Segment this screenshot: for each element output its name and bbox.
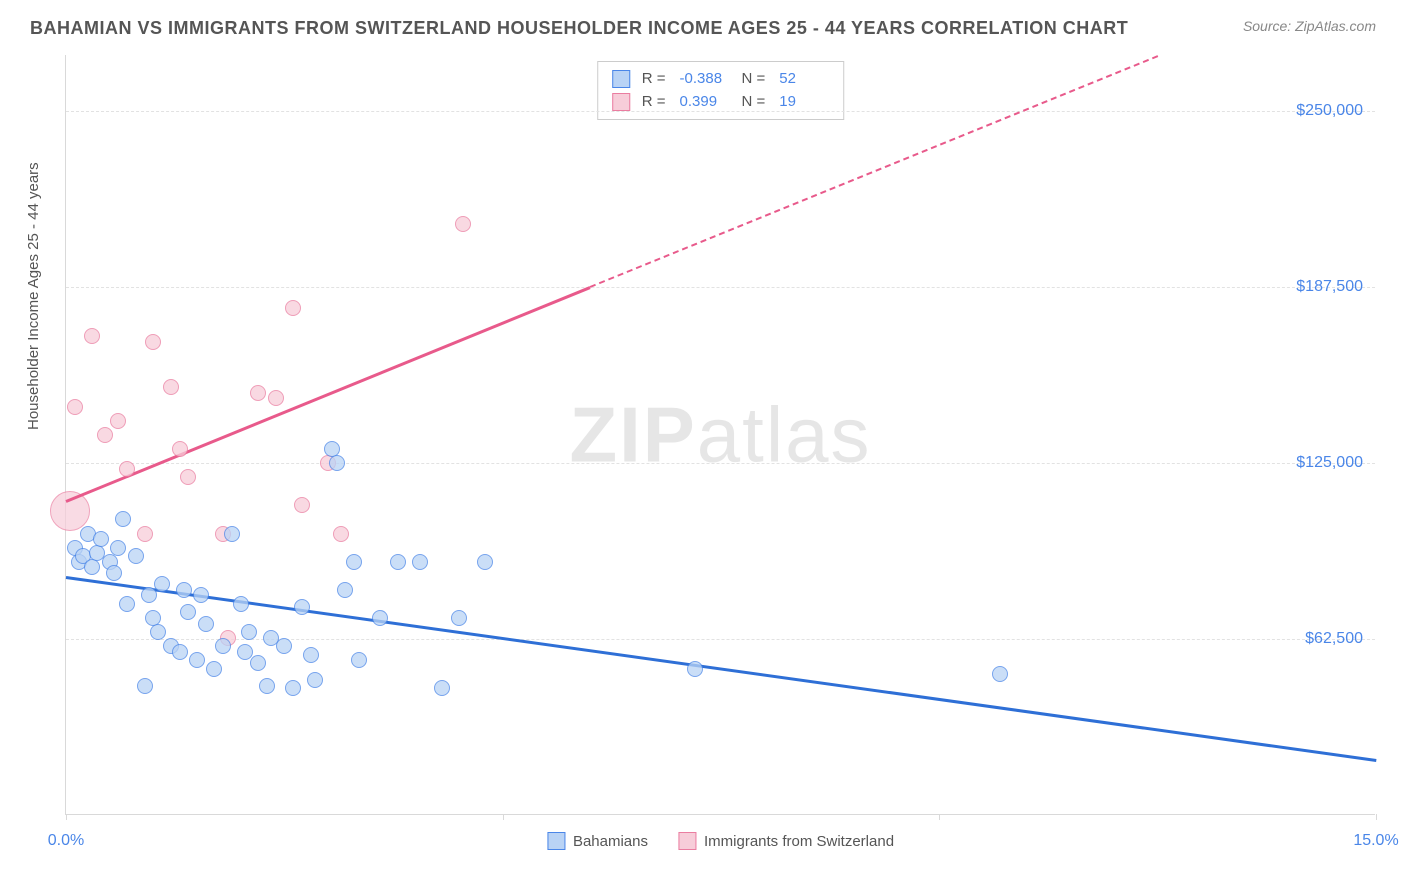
scatter-point-blue	[451, 610, 467, 626]
scatter-point-pink	[67, 399, 83, 415]
scatter-point-pink	[455, 216, 471, 232]
scatter-point-pink	[285, 300, 301, 316]
legend-series: Bahamians Immigrants from Switzerland	[547, 832, 894, 850]
x-tick-label: 15.0%	[1353, 832, 1398, 850]
scatter-point-blue	[110, 540, 126, 556]
scatter-point-blue	[276, 638, 292, 654]
legend-label-blue: Bahamians	[573, 833, 648, 850]
x-tick-label: 0.0%	[48, 832, 84, 850]
page-title: BAHAMIAN VS IMMIGRANTS FROM SWITZERLAND …	[30, 18, 1128, 39]
x-tick-mark	[66, 814, 67, 820]
scatter-point-pink	[84, 328, 100, 344]
scatter-point-blue	[189, 652, 205, 668]
n-label: N =	[742, 68, 766, 91]
scatter-point-blue	[390, 554, 406, 570]
scatter-point-blue	[172, 644, 188, 660]
scatter-point-pink	[172, 441, 188, 457]
legend-label-pink: Immigrants from Switzerland	[704, 833, 894, 850]
scatter-point-blue	[250, 655, 266, 671]
scatter-point-blue	[141, 587, 157, 603]
gridline	[66, 287, 1375, 288]
scatter-point-blue	[259, 678, 275, 694]
scatter-point-blue	[106, 565, 122, 581]
scatter-point-blue	[119, 596, 135, 612]
scatter-point-blue	[329, 455, 345, 471]
scatter-point-pink	[97, 427, 113, 443]
r-value-pink: 0.399	[680, 91, 730, 114]
watermark-bold: ZIP	[569, 390, 696, 478]
swatch-pink	[612, 93, 630, 111]
watermark: ZIPatlas	[569, 389, 871, 480]
scatter-point-blue	[215, 638, 231, 654]
swatch-pink	[678, 832, 696, 850]
scatter-point-blue	[128, 548, 144, 564]
n-value-blue: 52	[779, 68, 829, 91]
scatter-point-blue	[337, 582, 353, 598]
n-label: N =	[742, 91, 766, 114]
x-tick-mark	[503, 814, 504, 820]
swatch-blue	[547, 832, 565, 850]
scatter-point-blue	[237, 644, 253, 660]
scatter-point-blue	[346, 554, 362, 570]
r-label: R =	[642, 68, 666, 91]
scatter-point-pink	[163, 379, 179, 395]
watermark-light: atlas	[697, 390, 872, 478]
n-value-pink: 19	[779, 91, 829, 114]
scatter-point-blue	[992, 666, 1008, 682]
scatter-point-pink	[110, 413, 126, 429]
scatter-point-blue	[233, 596, 249, 612]
scatter-point-pink	[119, 461, 135, 477]
scatter-point-blue	[294, 599, 310, 615]
scatter-point-pink	[268, 390, 284, 406]
scatter-point-blue	[307, 672, 323, 688]
gridline	[66, 639, 1375, 640]
y-tick-label: $62,500	[1305, 630, 1363, 648]
scatter-chart: ZIPatlas R = -0.388 N = 52 R = 0.399 N =…	[65, 55, 1375, 815]
scatter-point-blue	[206, 661, 222, 677]
scatter-point-blue	[193, 587, 209, 603]
scatter-point-blue	[687, 661, 703, 677]
scatter-point-blue	[176, 582, 192, 598]
legend-row-blue: R = -0.388 N = 52	[612, 68, 830, 91]
scatter-point-pink	[180, 469, 196, 485]
scatter-point-blue	[84, 559, 100, 575]
swatch-blue	[612, 70, 630, 88]
y-tick-label: $125,000	[1296, 454, 1363, 472]
gridline	[66, 111, 1375, 112]
scatter-point-blue	[434, 680, 450, 696]
scatter-point-blue	[224, 526, 240, 542]
scatter-point-blue	[154, 576, 170, 592]
scatter-point-pink	[145, 334, 161, 350]
legend-item-pink: Immigrants from Switzerland	[678, 832, 894, 850]
scatter-point-blue	[412, 554, 428, 570]
scatter-point-blue	[115, 511, 131, 527]
scatter-point-blue	[93, 531, 109, 547]
scatter-point-pink	[294, 497, 310, 513]
x-tick-mark	[1376, 814, 1377, 820]
y-tick-label: $250,000	[1296, 102, 1363, 120]
y-axis-label: Householder Income Ages 25 - 44 years	[25, 162, 42, 430]
gridline	[66, 463, 1375, 464]
scatter-point-blue	[241, 624, 257, 640]
y-tick-label: $187,500	[1296, 278, 1363, 296]
scatter-point-blue	[180, 604, 196, 620]
scatter-point-blue	[198, 616, 214, 632]
scatter-point-blue	[351, 652, 367, 668]
scatter-point-pink	[137, 526, 153, 542]
scatter-point-blue	[477, 554, 493, 570]
scatter-point-blue	[285, 680, 301, 696]
r-value-blue: -0.388	[680, 68, 730, 91]
scatter-point-blue	[150, 624, 166, 640]
source-attribution: Source: ZipAtlas.com	[1243, 18, 1376, 34]
scatter-point-blue	[137, 678, 153, 694]
x-tick-mark	[939, 814, 940, 820]
scatter-point-blue	[303, 647, 319, 663]
r-label: R =	[642, 91, 666, 114]
legend-row-pink: R = 0.399 N = 19	[612, 91, 830, 114]
scatter-point-pink	[250, 385, 266, 401]
legend-item-blue: Bahamians	[547, 832, 648, 850]
scatter-point-pink	[333, 526, 349, 542]
scatter-point-blue	[372, 610, 388, 626]
